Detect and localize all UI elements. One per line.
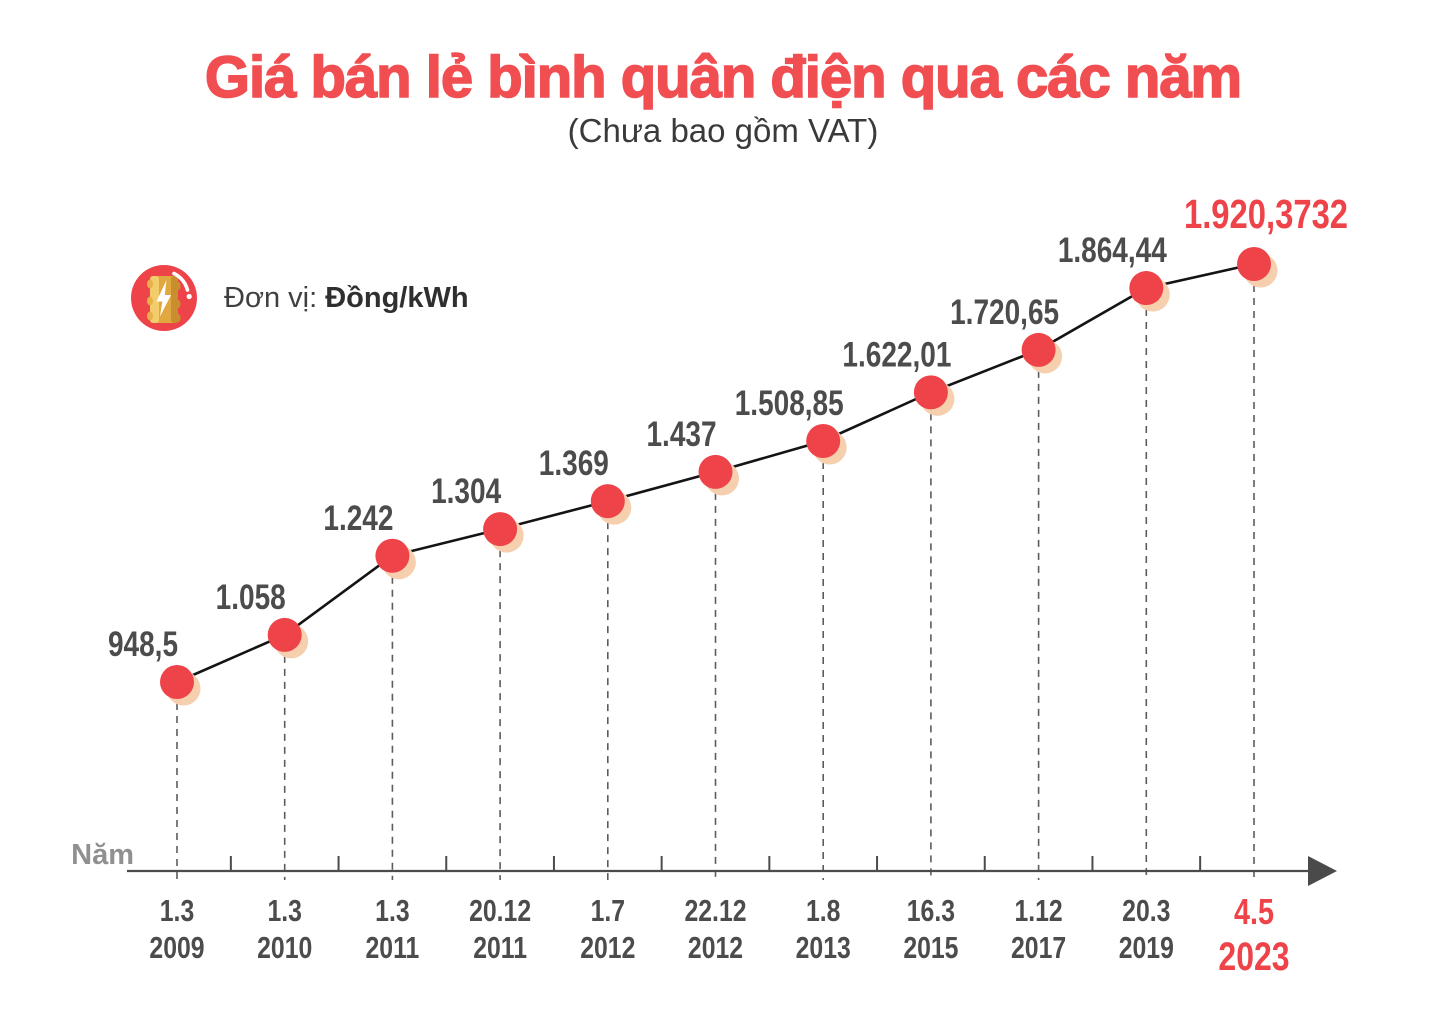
date-label-day: 1.3 xyxy=(160,893,194,927)
x-axis-title: Năm xyxy=(71,839,134,871)
value-label: 1.920,3732 xyxy=(1184,190,1348,236)
data-point xyxy=(160,665,194,699)
value-label: 1.720,65 xyxy=(950,292,1059,332)
value-label: 1.864,44 xyxy=(1058,230,1167,270)
data-point xyxy=(1129,271,1164,306)
date-label-day: 1.7 xyxy=(591,893,625,927)
value-label: 1.508,85 xyxy=(735,383,844,423)
lightning-bolt-icon xyxy=(156,280,171,317)
value-label: 1.058 xyxy=(216,577,286,617)
date-label-year: 2012 xyxy=(580,930,635,964)
data-point xyxy=(267,617,302,652)
date-label-year: 2013 xyxy=(796,930,851,964)
unit-label: Đơn vị: Đồng/kWh xyxy=(224,282,469,315)
data-point xyxy=(698,454,733,489)
unit-value: Đồng/kWh xyxy=(325,281,469,314)
axis-arrow-icon xyxy=(1308,856,1337,886)
unit-legend: Đơn vị: Đồng/kWh xyxy=(130,264,469,332)
date-label-day: 20.3 xyxy=(1122,893,1170,927)
date-label-year: 2011 xyxy=(366,930,420,964)
date-label-day: 20.12 xyxy=(469,893,531,927)
chart-title: Giá bán lẻ bình quân điện qua các năm xyxy=(204,44,1243,111)
value-label: 1.304 xyxy=(431,471,501,511)
date-label-year: 2019 xyxy=(1119,930,1174,964)
unit-prefix: Đơn vị: xyxy=(224,281,318,314)
electric-battery-icon xyxy=(131,265,197,331)
date-label-day: 22.12 xyxy=(684,893,746,927)
date-label-year: 2012 xyxy=(688,930,743,964)
date-label-year: 2011 xyxy=(473,930,527,964)
value-label: 1.242 xyxy=(323,498,393,538)
data-point xyxy=(375,538,410,573)
date-label-year: 2023 xyxy=(1218,934,1289,979)
date-label-year: 2015 xyxy=(903,930,958,964)
data-point xyxy=(483,512,518,547)
value-label: 1.622,01 xyxy=(842,334,951,374)
data-point xyxy=(590,484,625,519)
chart-subtitle: (Chưa bao gồm VAT) xyxy=(567,112,879,149)
date-label-day: 4.5 xyxy=(1234,891,1274,932)
data-point xyxy=(1021,332,1056,367)
date-label-year: 2010 xyxy=(257,930,312,964)
data-point xyxy=(806,423,841,458)
battery-shape xyxy=(147,276,181,323)
date-label-year: 2009 xyxy=(149,930,204,964)
value-label: 1.369 xyxy=(539,443,609,483)
date-label-day: 1.12 xyxy=(1014,893,1062,927)
value-label: 948,5 xyxy=(108,624,178,664)
data-point xyxy=(913,375,948,410)
date-label-day: 1.3 xyxy=(375,893,409,927)
data-point xyxy=(1237,247,1271,281)
date-label-year: 2017 xyxy=(1011,930,1066,964)
value-label: 1.437 xyxy=(646,414,716,454)
date-label-day: 16.3 xyxy=(907,893,955,927)
date-label-day: 1.8 xyxy=(806,893,840,927)
date-label-day: 1.3 xyxy=(267,893,301,927)
